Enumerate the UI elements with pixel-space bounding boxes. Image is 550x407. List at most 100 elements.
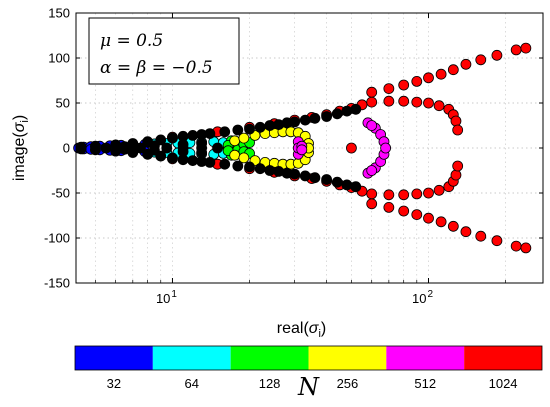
data-point-1024 [433, 100, 445, 112]
data-point-1024 [423, 212, 434, 224]
data-point-512 [296, 144, 308, 156]
colorbar-swatch-512 [386, 346, 465, 370]
colorbar-title: N [297, 373, 320, 401]
data-point-base [264, 165, 276, 176]
data-point-base [331, 176, 343, 188]
data-point-1024 [366, 188, 378, 200]
data-point-base [254, 121, 266, 133]
data-point-1024 [460, 58, 472, 70]
data-point-base [244, 161, 255, 173]
data-point-base [341, 105, 353, 117]
data-point-base [110, 145, 122, 157]
data-point-base [89, 144, 101, 156]
data-point-1024 [452, 160, 464, 172]
data-point-base [341, 179, 353, 191]
colorbar-swatch-128 [230, 346, 309, 370]
points-layer [73, 42, 532, 254]
legend-line-alpha-beta: α = β = −0.5 [100, 58, 213, 78]
y-tick-label: -100 [44, 231, 70, 246]
data-point-1024 [520, 242, 532, 254]
data-point-base [187, 155, 199, 167]
data-point-1024 [383, 189, 395, 201]
data-point-base [75, 143, 87, 155]
data-point-256 [229, 149, 241, 161]
colorbar: 32 64 128 256 512 1024 [74, 345, 543, 391]
data-point-1024 [346, 142, 357, 154]
data-point-base [204, 156, 216, 168]
data-point-1024 [520, 42, 532, 54]
data-point-base [100, 142, 112, 154]
colorbar-label-1024: 1024 [489, 376, 518, 391]
data-point-base [204, 128, 216, 140]
data-point-1024 [423, 72, 434, 84]
data-point-1024 [411, 209, 423, 221]
data-point-base [167, 152, 178, 164]
data-point-base [219, 158, 231, 170]
data-point-1024 [435, 68, 447, 80]
data-point-base [321, 174, 333, 185]
y-tick-label: -50 [51, 186, 70, 201]
data-point-1024 [491, 235, 503, 247]
data-point-base [350, 103, 362, 115]
data-point-base [119, 143, 130, 155]
data-point-256 [238, 132, 250, 144]
data-point-1024 [383, 95, 395, 107]
data-point-1024 [435, 216, 447, 228]
data-point-1024 [383, 83, 395, 94]
colorbar-label-256: 256 [337, 376, 359, 391]
colorbar-swatch-64 [152, 346, 231, 370]
data-point-1024 [366, 198, 378, 210]
data-point-1024 [452, 124, 464, 136]
data-point-base [232, 160, 244, 172]
data-point-1024 [475, 54, 487, 66]
data-point-base [350, 181, 362, 193]
x-tick-label: 102 [412, 289, 433, 306]
colorbar-swatch-1024 [464, 346, 542, 370]
data-point-base [309, 172, 321, 184]
data-point-1024 [491, 49, 503, 61]
data-point-base [289, 116, 301, 128]
data-point-512 [366, 165, 378, 176]
data-point-base [289, 168, 301, 180]
colorbar-frame [74, 345, 543, 371]
data-point-256 [229, 135, 241, 147]
data-point-base [187, 129, 199, 141]
data-point-1024 [460, 226, 472, 238]
data-point-base [232, 124, 244, 136]
data-point-1024 [383, 201, 395, 213]
y-axis-label: image(σi) [11, 115, 31, 181]
data-point-base [196, 138, 208, 149]
y-tick-label: 100 [48, 51, 70, 66]
data-point-1024 [447, 64, 459, 76]
colorbar-label-512: 512 [414, 376, 436, 391]
data-point-1024 [398, 95, 410, 107]
data-point-1024 [366, 86, 378, 98]
data-point-1024 [411, 76, 423, 87]
data-point-512 [366, 120, 378, 131]
data-point-1024 [510, 44, 522, 56]
x-axis-label: real(σi) [277, 320, 326, 340]
data-point-1024 [423, 187, 434, 199]
data-point-base [309, 112, 321, 124]
data-point-512 [380, 142, 392, 154]
legend-box: μ = 0.5 α = β = −0.5 [88, 17, 240, 85]
data-point-1024 [398, 205, 410, 217]
data-point-1024 [433, 184, 445, 196]
legend-line-mu: μ = 0.5 [100, 31, 163, 51]
data-point-base [254, 163, 266, 175]
data-point-1024 [475, 230, 487, 242]
data-point-base [135, 142, 146, 154]
data-point-base [177, 146, 189, 158]
data-point-base [244, 123, 255, 135]
data-point-base [219, 126, 231, 138]
data-point-1024 [423, 97, 434, 109]
y-tick-label: 150 [48, 6, 70, 21]
data-point-base [167, 132, 178, 144]
y-tick-label: 50 [56, 96, 70, 111]
colorbar-label-32: 32 [107, 376, 121, 391]
data-point-1024 [411, 188, 423, 200]
colorbar-swatch-32 [75, 346, 153, 370]
data-point-base [212, 142, 223, 154]
data-point-1024 [447, 220, 459, 232]
